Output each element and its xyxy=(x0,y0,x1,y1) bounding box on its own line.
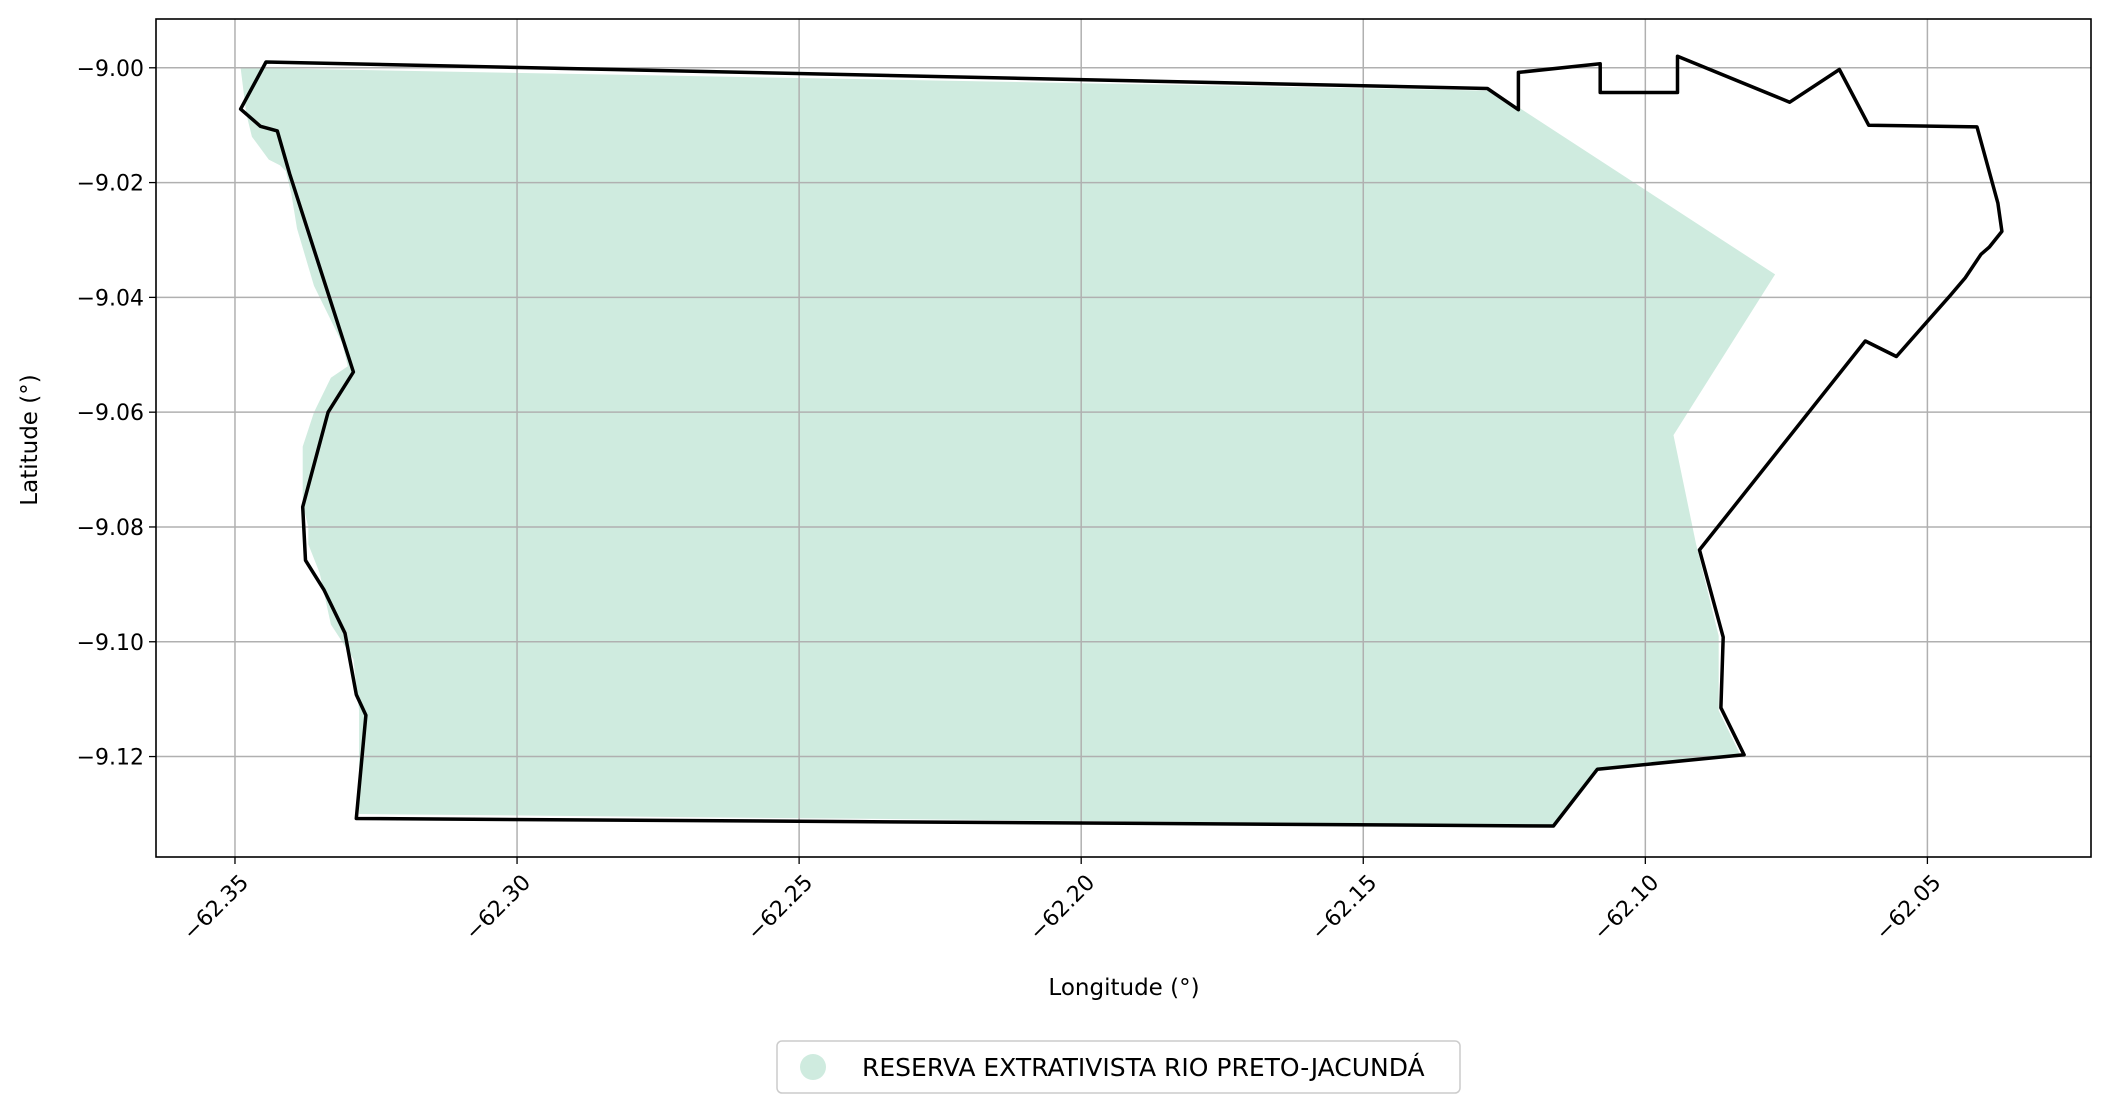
reserve-area-fill xyxy=(240,67,1776,826)
legend: RESERVA EXTRATIVISTA RIO PRETO-JACUNDÁ xyxy=(776,1040,1461,1094)
y-tick-label: −9.08 xyxy=(77,516,144,541)
y-tick-label: −9.12 xyxy=(77,746,144,771)
legend-swatch xyxy=(800,1054,826,1080)
y-tick-label: −9.10 xyxy=(77,631,144,656)
y-tick-label: −9.04 xyxy=(77,286,144,311)
y-axis-label: Latitude (°) xyxy=(17,374,43,505)
y-tick-label: −9.02 xyxy=(77,172,144,197)
legend-label: RESERVA EXTRATIVISTA RIO PRETO-JACUNDÁ xyxy=(862,1053,1425,1082)
legend-box xyxy=(776,1040,1461,1094)
plot-content xyxy=(156,19,2091,857)
y-axis-ticks: −9.00 −9.02 −9.04 −9.06 −9.08 −9.10 −9.12 xyxy=(77,57,156,771)
x-axis-label: Longitude (°) xyxy=(1048,975,1199,1001)
y-tick-label: −9.00 xyxy=(77,57,144,82)
reserve-boundary-outline xyxy=(238,54,2004,828)
plot-area xyxy=(155,18,2092,858)
y-tick-label: −9.06 xyxy=(77,401,144,426)
axes-frame xyxy=(155,18,2092,858)
